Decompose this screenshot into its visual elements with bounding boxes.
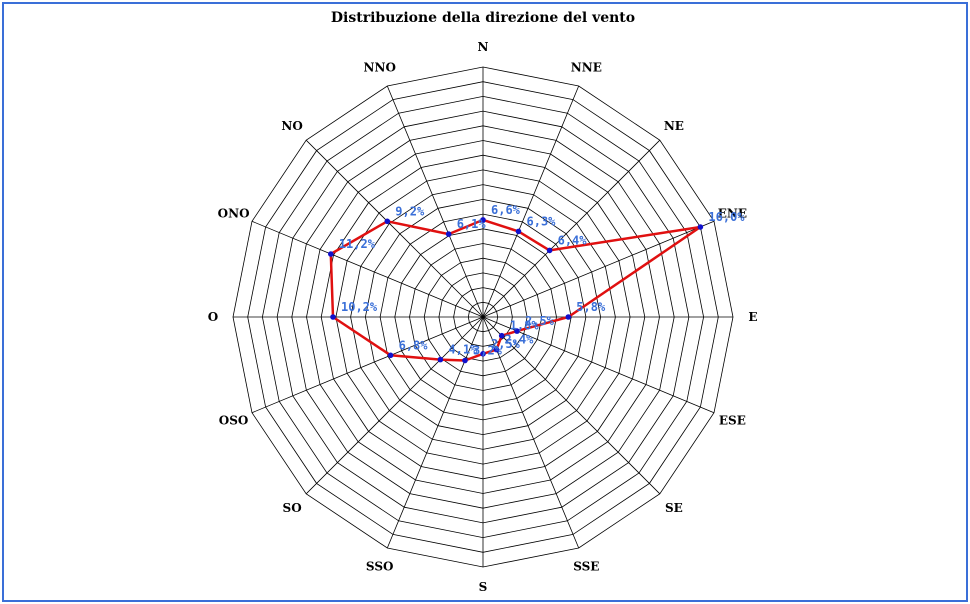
value-label-ene: 16,0%: [708, 210, 745, 224]
grid-spoke: [482, 316, 715, 414]
value-label-ese: 2,5%: [525, 314, 555, 328]
direction-label-ese: ESE: [719, 413, 746, 427]
value-label-no: 9,2%: [395, 204, 425, 218]
value-label-ono: 11,2%: [339, 237, 376, 251]
data-point-s: [480, 351, 486, 357]
data-point-no: [384, 218, 391, 225]
direction-label-so: SO: [283, 501, 302, 515]
value-label-s: 2,5%: [491, 337, 521, 351]
direction-label-sse: SSE: [573, 559, 599, 573]
grid-spoke: [482, 220, 715, 318]
direction-label-sso: SSO: [366, 559, 394, 573]
direction-label-ono: ONO: [218, 207, 250, 221]
data-point-o: [330, 314, 336, 320]
direction-label-nne: NNE: [571, 61, 602, 75]
direction-label-no: NO: [281, 119, 302, 133]
data-point-so: [437, 356, 444, 363]
grid-spoke: [482, 316, 580, 549]
grid-spoke: [482, 316, 661, 495]
grid-spoke: [305, 316, 484, 495]
direction-label-ne: NE: [664, 119, 684, 133]
value-label-n: 6,6%: [491, 203, 521, 217]
value-label-so: 4,1%: [448, 343, 478, 357]
data-point-sse: [493, 346, 500, 353]
value-label-o: 10,2%: [341, 300, 378, 314]
value-label-sse: 2,4%: [505, 333, 535, 347]
grid-spoke: [251, 316, 484, 414]
direction-label-o: O: [208, 310, 218, 324]
grid-spoke: [305, 139, 484, 318]
grid-spoke: [386, 316, 484, 549]
direction-label-ene: ENE: [718, 207, 747, 221]
value-label-nne: 6,3%: [527, 214, 557, 228]
chart-title: Distribuzione della direzione del vento: [330, 10, 636, 26]
grid-spoke: [251, 220, 484, 318]
value-label-sso: 3,2%: [473, 344, 503, 358]
grid-spoke: [482, 85, 580, 318]
data-point-ene: [697, 224, 704, 230]
direction-label-n: N: [478, 40, 489, 54]
direction-label-e: E: [748, 310, 757, 324]
direction-label-s: S: [479, 580, 488, 594]
data-point-nno: [445, 231, 452, 237]
grid-spoke: [482, 139, 661, 318]
value-label-oso: 6,8%: [399, 338, 429, 352]
data-point-ono: [328, 251, 334, 257]
value-label-nno: 6,1%: [457, 217, 487, 231]
data-point-se: [498, 332, 505, 339]
direction-label-oso: OSO: [219, 413, 249, 427]
data-point-oso: [387, 352, 394, 359]
grid-spoke: [386, 85, 484, 318]
data-point-e: [565, 314, 572, 320]
data-point-n: [480, 217, 486, 223]
data-point-nne: [515, 228, 522, 235]
value-label-se: 1,8%: [510, 319, 540, 333]
data-point-sso: [462, 357, 468, 364]
direction-label-nno: NNO: [364, 61, 396, 75]
data-point-ese: [514, 328, 520, 334]
direction-label-se: SE: [665, 501, 683, 515]
data-point-ne: [546, 247, 553, 254]
value-label-ne: 6,4%: [558, 233, 588, 247]
value-label-e: 5,8%: [576, 300, 606, 314]
